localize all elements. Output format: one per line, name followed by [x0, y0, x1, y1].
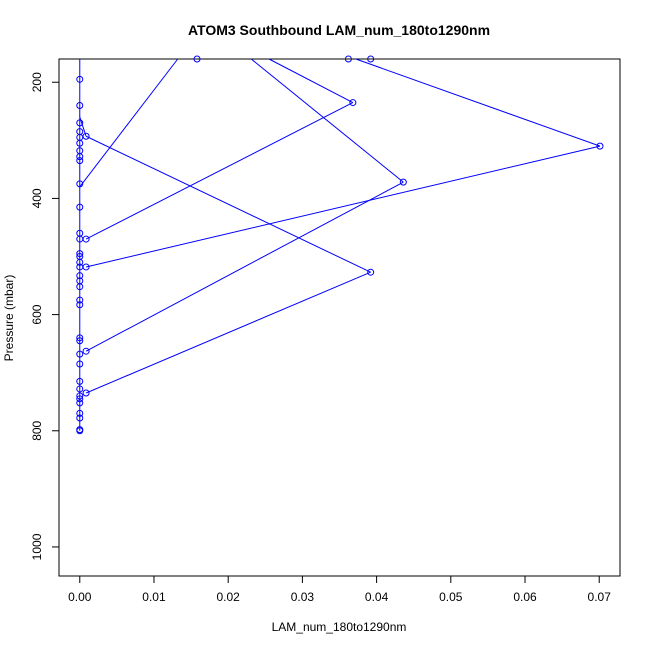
data-point	[76, 180, 84, 188]
series-line-segment	[355, 58, 601, 147]
x-tick-label: 0.04	[365, 590, 389, 604]
data-point	[76, 75, 84, 83]
y-axis-label: Pressure (mbar)	[2, 275, 16, 362]
data-point	[76, 157, 84, 165]
data-point	[76, 203, 84, 211]
x-tick-label: 0.07	[588, 590, 612, 604]
x-tick-label: 0.00	[68, 590, 92, 604]
data-point	[349, 99, 357, 107]
data-point	[76, 277, 84, 285]
data-point	[82, 132, 90, 140]
data-point	[399, 178, 407, 186]
series-points	[76, 55, 604, 435]
series-line-segment	[85, 271, 371, 394]
data-point	[76, 426, 84, 434]
data-point	[76, 399, 84, 407]
series-line-segment	[268, 58, 354, 104]
series-line-segment	[85, 102, 354, 240]
series-lines	[79, 58, 601, 431]
y-axis: 200 400 600 800 1000	[30, 72, 60, 560]
y-tick-label: 1000	[30, 533, 44, 560]
chart-title: ATOM3 Southbound LAM_num_180to1290nm	[188, 22, 490, 38]
data-point	[76, 272, 84, 280]
series-line-segment	[85, 181, 404, 352]
data-point	[344, 55, 352, 63]
data-point	[82, 263, 90, 271]
x-tick-label: 0.02	[217, 590, 241, 604]
data-point	[82, 389, 90, 397]
x-axis-label: LAM_num_180to1290nm	[272, 620, 407, 634]
series-line-segment	[79, 58, 179, 188]
data-point	[76, 337, 84, 345]
y-tick-label: 200	[30, 72, 44, 92]
data-point	[76, 296, 84, 304]
x-tick-label: 0.05	[439, 590, 463, 604]
data-point	[76, 334, 84, 342]
data-point	[76, 128, 84, 136]
data-point	[76, 147, 84, 155]
data-point	[193, 55, 201, 63]
data-point	[76, 385, 84, 393]
series-line-segment	[85, 135, 371, 273]
data-point	[76, 119, 84, 127]
x-tick-label: 0.01	[142, 590, 166, 604]
data-point	[76, 392, 84, 400]
y-tick-label: 800	[30, 420, 44, 440]
x-axis: 0.00 0.01 0.02 0.03 0.04 0.05 0.06 0.07	[68, 575, 612, 604]
data-point	[76, 253, 84, 261]
data-point	[82, 235, 90, 243]
data-point	[82, 347, 90, 355]
data-point	[367, 268, 375, 276]
data-point	[76, 409, 84, 417]
series-line-segment	[250, 58, 404, 183]
data-point	[76, 360, 84, 368]
data-point	[76, 395, 84, 403]
data-point	[76, 101, 84, 109]
data-point	[596, 142, 604, 150]
data-point	[76, 377, 84, 385]
series-line-segment	[85, 145, 601, 268]
data-point	[76, 350, 84, 358]
data-point	[76, 250, 84, 258]
x-tick-label: 0.06	[513, 590, 537, 604]
y-tick-label: 400	[30, 188, 44, 208]
data-point	[76, 301, 84, 309]
data-point	[76, 414, 84, 422]
plot-frame	[58, 58, 621, 577]
data-point	[367, 55, 375, 63]
data-point	[76, 229, 84, 237]
y-tick-label: 600	[30, 304, 44, 324]
x-tick-label: 0.03	[291, 590, 315, 604]
